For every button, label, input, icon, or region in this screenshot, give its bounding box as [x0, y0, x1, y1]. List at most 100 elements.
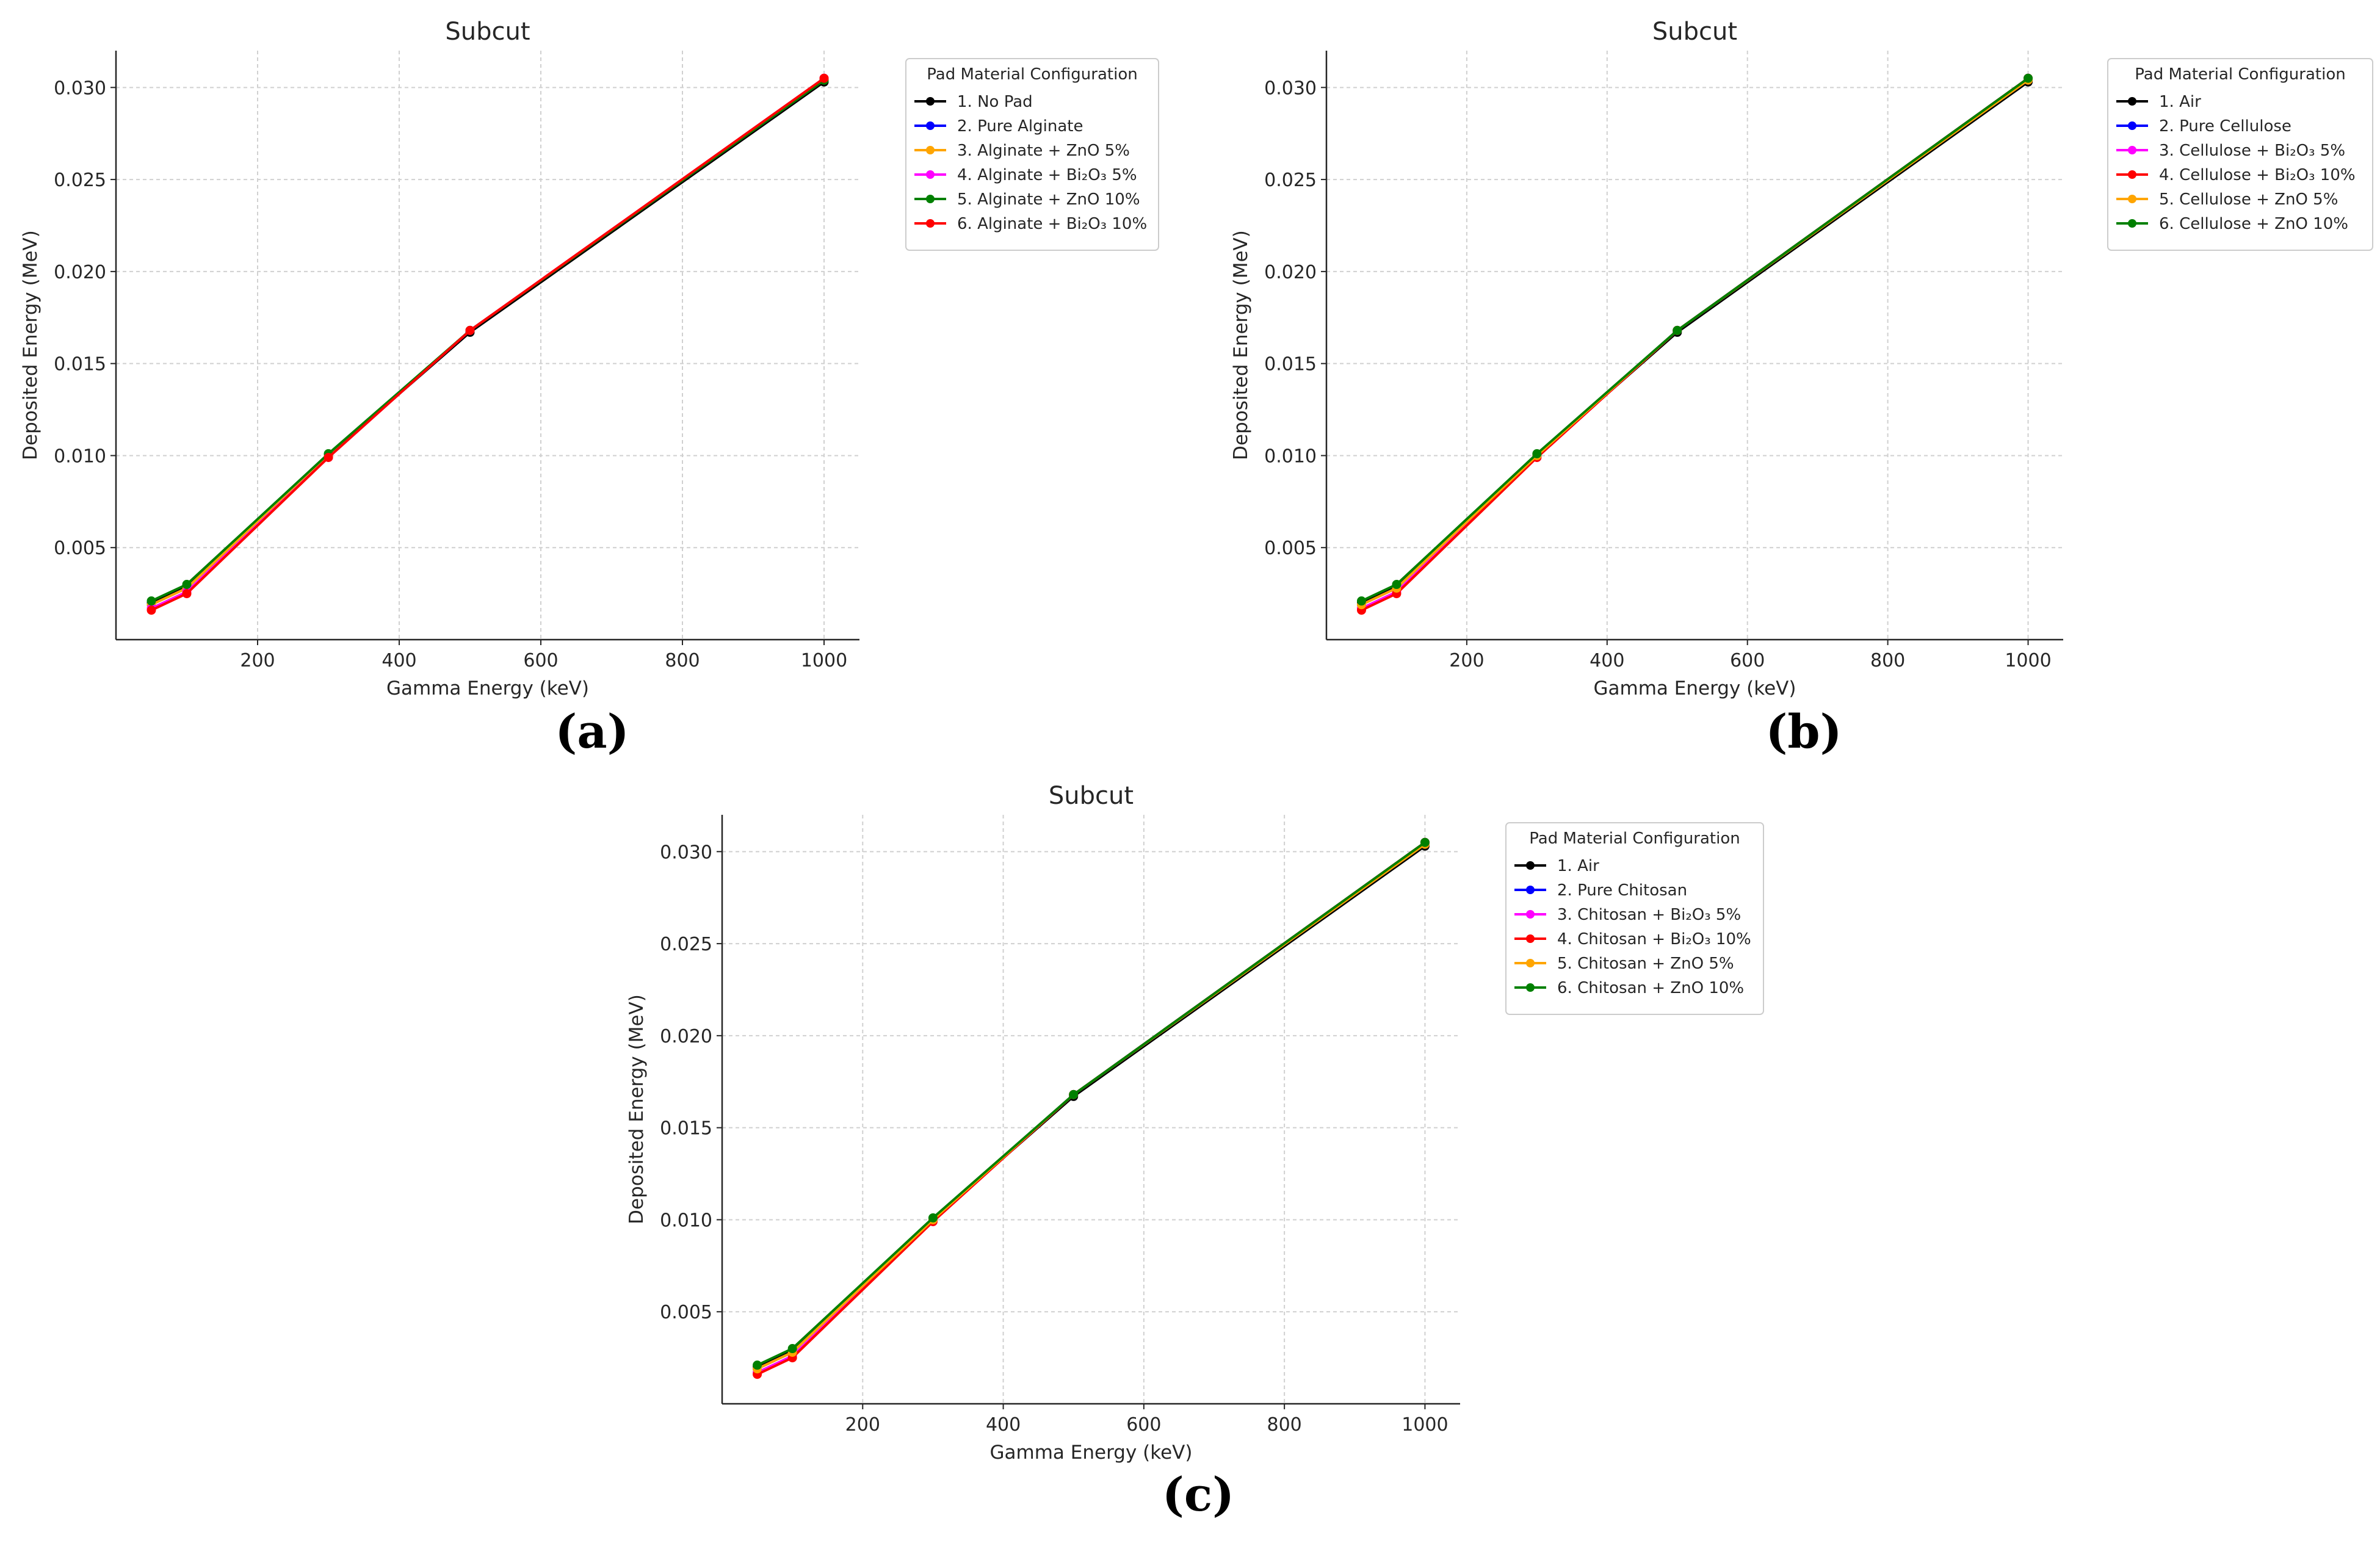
y-tick-label: 0.015 [660, 1118, 712, 1140]
x-tick-label: 600 [1126, 1414, 1161, 1436]
legend-entry: 3. Chitosan + Bi₂O₃ 5% [1557, 906, 1741, 924]
data-point-6 [819, 73, 829, 83]
y-tick-label: 0.030 [660, 842, 712, 863]
y-tick-label: 0.015 [1264, 354, 1317, 375]
y-tick-label: 0.030 [54, 78, 106, 99]
legend-entry: 1. Air [1557, 857, 1599, 875]
y-tick-label: 0.025 [54, 170, 106, 191]
legend-entry: 3. Cellulose + Bi₂O₃ 5% [2159, 142, 2345, 160]
legend-entry: 5. Alginate + ZnO 10% [957, 190, 1140, 209]
y-tick-label: 0.005 [1264, 538, 1317, 559]
legend-swatch-marker [1526, 861, 1535, 870]
x-tick-label: 800 [1870, 650, 1905, 671]
legend-entry: 5. Chitosan + ZnO 5% [1557, 955, 1734, 973]
x-axis-label: Gamma Energy (keV) [990, 1442, 1193, 1464]
panel-caption: (c) [1162, 1467, 1234, 1522]
x-tick-label: 400 [382, 650, 416, 671]
series-line-6 [756, 841, 1426, 1367]
chart-title: Subcut [1652, 18, 1737, 46]
data-point-6 [465, 325, 475, 335]
data-point-6 [1420, 837, 1430, 847]
legend-entry: 6. Cellulose + ZnO 10% [2159, 215, 2348, 233]
y-tick-label: 0.005 [54, 538, 106, 559]
x-axis-label: Gamma Energy (keV) [386, 677, 589, 699]
y-tick-label: 0.020 [54, 262, 106, 283]
legend-swatch-marker [1526, 983, 1535, 992]
legend-entry: 2. Pure Cellulose [2159, 117, 2291, 135]
legend-swatch-marker [926, 195, 935, 203]
chart-panel-c: 200 400 600 800 1000 0.005 0.010 0.015 0.020 0.02… [626, 782, 1764, 1522]
x-tick-label: 200 [240, 650, 275, 671]
series-line-6 [1361, 77, 2029, 602]
y-tick-label: 0.010 [1264, 446, 1317, 467]
legend-swatch-marker [1526, 934, 1535, 943]
x-tick-label: 800 [1267, 1414, 1302, 1436]
legend-swatch-marker [1526, 910, 1535, 919]
legend-title: Pad Material Configuration [927, 65, 1137, 84]
legend-entry: 3. Alginate + ZnO 5% [957, 142, 1130, 160]
chart-title: Subcut [445, 18, 530, 46]
data-point-6 [1392, 580, 1402, 590]
x-tick-label: 1000 [1402, 1414, 1448, 1436]
x-tick-label: 200 [845, 1414, 880, 1436]
legend-swatch-marker [2128, 195, 2136, 203]
x-tick-label: 400 [1590, 650, 1624, 671]
legend-entry: 5. Cellulose + ZnO 5% [2159, 190, 2338, 209]
legend-swatch-marker [1526, 886, 1535, 894]
legend-entry: 2. Pure Chitosan [1557, 881, 1687, 900]
x-tick-label: 200 [1449, 650, 1484, 671]
legend-swatch-marker [2128, 146, 2136, 154]
series-line-4 [151, 77, 825, 610]
data-point-6 [182, 589, 192, 599]
series-line-4 [756, 841, 1426, 1376]
x-tick-label: 600 [523, 650, 558, 671]
data-point-6 [1532, 449, 1542, 458]
legend-swatch-marker [926, 97, 935, 106]
data-point-6 [146, 605, 156, 615]
y-tick-label: 0.005 [660, 1302, 712, 1323]
series-line-5 [1361, 79, 2029, 606]
legend-box [2107, 58, 2373, 251]
series-line-5 [151, 79, 825, 602]
data-point-6 [324, 452, 333, 462]
panel-caption: (a) [555, 704, 629, 759]
data-point-5 [182, 580, 192, 590]
legend-entry: 2. Pure Alginate [957, 117, 1083, 135]
x-tick-label: 1000 [801, 650, 847, 671]
y-axis-label: Deposited Energy (MeV) [626, 994, 648, 1224]
legend-box [905, 58, 1159, 251]
legend-entry: 1. Air [2159, 93, 2201, 111]
legend-swatch-marker [2128, 121, 2136, 130]
data-point-6 [753, 1360, 762, 1370]
legend-swatch-marker [2128, 219, 2136, 228]
x-tick-label: 400 [986, 1414, 1021, 1436]
series-line-4 [1361, 77, 2029, 612]
y-tick-label: 0.020 [660, 1026, 712, 1047]
x-tick-label: 1000 [2005, 650, 2051, 671]
series-line-3 [1361, 77, 2029, 610]
y-tick-label: 0.025 [660, 934, 712, 955]
series-line-3 [151, 79, 825, 606]
y-tick-label: 0.020 [1264, 262, 1317, 283]
data-point-6 [1673, 325, 1682, 335]
y-tick-label: 0.030 [1264, 78, 1317, 99]
series-line-6 [151, 77, 825, 612]
chart-panel-b: 200 400 600 800 1000 0.005 0.010 0.015 0.020 0.02… [1230, 18, 2373, 759]
legend-title: Pad Material Configuration [2135, 65, 2345, 84]
series-line-3 [756, 841, 1426, 1374]
legend-entry: 4. Cellulose + Bi₂O₃ 10% [2159, 166, 2356, 184]
series-line-5 [756, 843, 1426, 1370]
y-axis-label: Deposited Energy (MeV) [20, 230, 42, 460]
legend-swatch-marker [1526, 959, 1535, 967]
data-point-6 [2024, 73, 2033, 83]
legend-entry: 4. Alginate + Bi₂O₃ 5% [957, 166, 1137, 184]
legend-swatch-marker [926, 146, 935, 154]
y-axis-label: Deposited Energy (MeV) [1230, 230, 1252, 460]
legend-entry: 1. No Pad [957, 93, 1033, 111]
x-tick-label: 800 [665, 650, 700, 671]
y-tick-label: 0.025 [1264, 170, 1317, 191]
x-tick-label: 600 [1730, 650, 1765, 671]
legend-swatch-marker [926, 121, 935, 130]
y-tick-label: 0.010 [54, 446, 106, 467]
